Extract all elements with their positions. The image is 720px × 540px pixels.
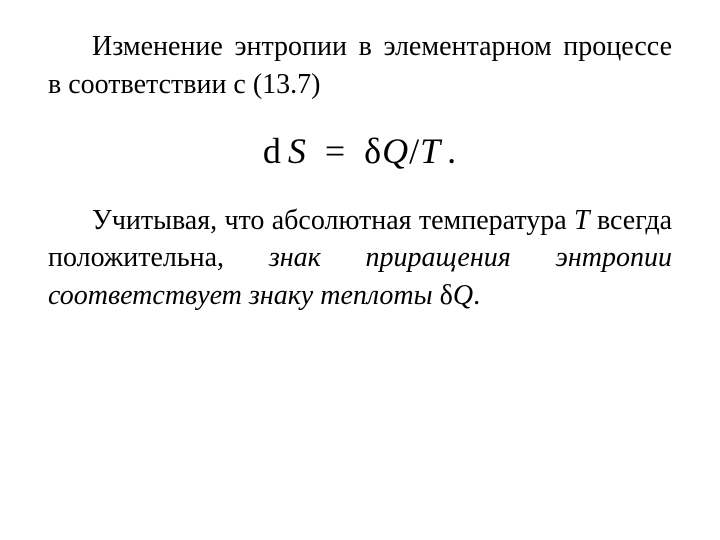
eq-d: d	[263, 131, 282, 171]
p2-T: T	[574, 205, 590, 236]
eq-slash: /	[409, 131, 420, 171]
paragraph-2: Учитывая, что абсолютная температура T в…	[48, 202, 672, 315]
paragraph-1: Изменение энтропии в элементарном процес…	[48, 28, 672, 104]
eq-Q: Q	[382, 131, 409, 171]
p2-delta: δ	[440, 280, 453, 311]
p2-lead: Учитывая, что абсолютная температура	[92, 205, 574, 236]
p2-dot: .	[473, 280, 480, 311]
equation-entropy: dS = δQ/T.	[48, 130, 672, 172]
p2-space	[433, 280, 440, 311]
eq-dot: .	[447, 131, 457, 171]
p2-Q: Q	[453, 280, 473, 311]
eq-delta: δ	[364, 131, 382, 171]
eq-equals: =	[317, 131, 354, 171]
eq-T: T	[420, 131, 441, 171]
eq-S: S	[288, 131, 307, 171]
